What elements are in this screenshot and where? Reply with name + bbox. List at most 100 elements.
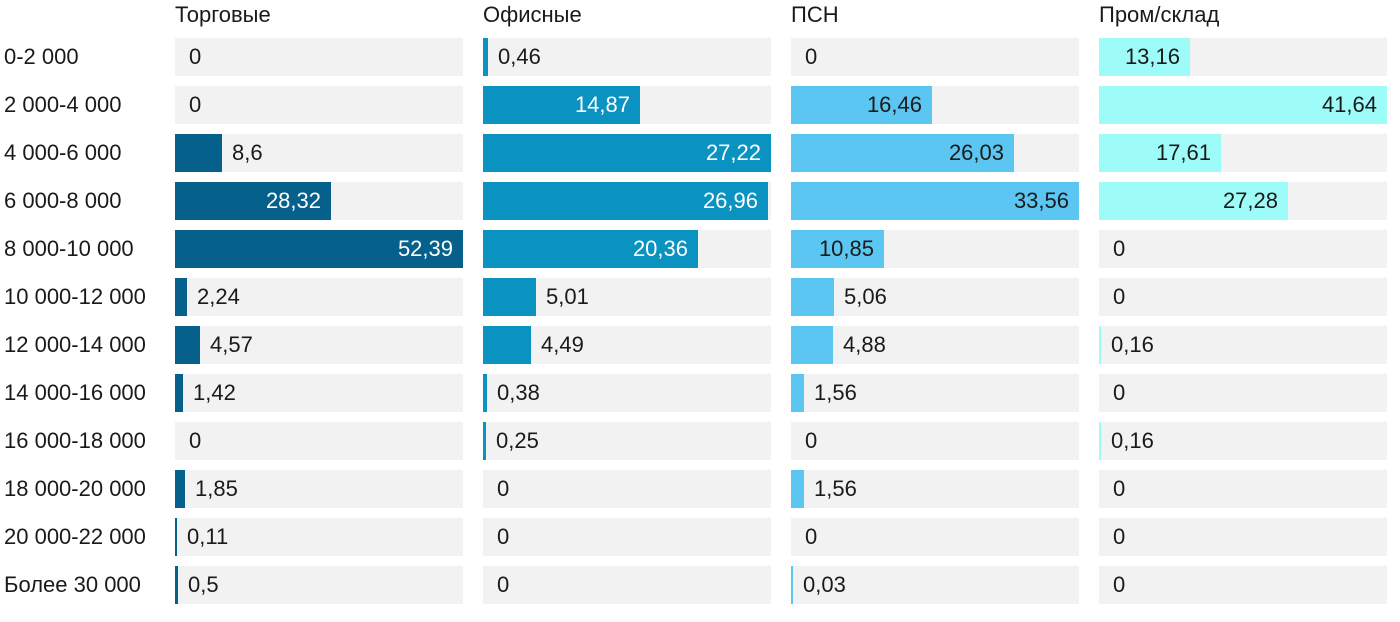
bar <box>791 182 1079 220</box>
bar-track: 26,03 <box>791 134 1079 172</box>
bar-track: 0 <box>175 86 463 124</box>
bar-value-label: 0,46 <box>498 44 541 69</box>
bar-value-label: 0 <box>805 44 818 69</box>
bar <box>483 278 536 316</box>
bar-track: 13,16 <box>1099 38 1387 76</box>
bar-value-label: 0,16 <box>1111 332 1154 357</box>
row-label: 0-2 000 <box>4 44 79 69</box>
bar-track: 0 <box>1099 278 1387 316</box>
row-label: Более 30 000 <box>4 572 141 597</box>
bar-track: 0,25 <box>483 422 771 460</box>
bar-value-label: 0 <box>497 524 510 549</box>
row-label: 2 000-4 000 <box>4 92 122 117</box>
bar-track: 26,96 <box>483 182 771 220</box>
bar-value-label: 4,49 <box>541 332 584 357</box>
bar <box>1099 86 1387 124</box>
bar <box>483 86 640 124</box>
bar <box>1099 326 1101 364</box>
bar-track: 1,42 <box>175 374 463 412</box>
bar-track: 16,46 <box>791 86 1079 124</box>
bar <box>1099 422 1101 460</box>
bar-value-label: 4,57 <box>210 332 253 357</box>
bar-track: 5,01 <box>483 278 771 316</box>
bar-value-label: 0,16 <box>1111 428 1154 453</box>
bar-value-label: 17,61 <box>1155 140 1211 165</box>
row-label: 18 000-20 000 <box>4 476 146 501</box>
bar-value-label: 26,03 <box>948 140 1004 165</box>
bar-track: 0 <box>483 518 771 556</box>
bar <box>175 566 178 604</box>
column-header-ofisnye: Офисные <box>483 2 582 27</box>
bar <box>175 182 331 220</box>
bar-track: 0 <box>791 38 1079 76</box>
bar-track: 0,38 <box>483 374 771 412</box>
bar-value-label: 0 <box>189 44 202 69</box>
bar-value-label: 52,39 <box>397 236 453 261</box>
bar-track: 41,64 <box>1099 86 1387 124</box>
bar-value-label: 27,28 <box>1222 188 1278 213</box>
bar <box>791 326 833 364</box>
row-label: 20 000-22 000 <box>4 524 146 549</box>
bar <box>483 134 771 172</box>
bar-value-label: 26,96 <box>702 188 758 213</box>
row-label: 10 000-12 000 <box>4 284 146 309</box>
row-label: 14 000-16 000 <box>4 380 146 405</box>
bar-track: 33,56 <box>791 182 1079 220</box>
bar-track: 0 <box>483 470 771 508</box>
bar <box>791 134 1014 172</box>
row-label: 4 000-6 000 <box>4 140 122 165</box>
bar-value-label: 0,11 <box>187 524 229 549</box>
bar <box>483 38 488 76</box>
bar-value-label: 1,56 <box>814 380 857 405</box>
bar <box>175 326 200 364</box>
bar-value-label: 14,87 <box>574 92 630 117</box>
bar <box>483 326 531 364</box>
bar-value-label: 13,16 <box>1124 44 1180 69</box>
bar <box>175 470 185 508</box>
bar <box>791 230 884 268</box>
bar-value-label: 2,24 <box>197 284 240 309</box>
bar-track: 2,24 <box>175 278 463 316</box>
column-header-psn: ПСН <box>791 2 839 27</box>
bar-track: 0 <box>791 422 1079 460</box>
bar-track: 28,32 <box>175 182 463 220</box>
bar <box>791 278 834 316</box>
bar <box>483 182 768 220</box>
bar <box>483 230 698 268</box>
bar-value-label: 0 <box>189 428 202 453</box>
bar <box>483 374 487 412</box>
bar-track: 27,28 <box>1099 182 1387 220</box>
column-header-torgovye: Торговые <box>175 2 271 27</box>
bar-track: 14,87 <box>483 86 771 124</box>
bar-value-label: 1,56 <box>814 476 857 501</box>
corner-spacer <box>4 2 155 28</box>
bar-value-label: 1,42 <box>193 380 236 405</box>
bar-track: 27,22 <box>483 134 771 172</box>
bar-value-label: 27,22 <box>705 140 761 165</box>
bar-value-label: 0 <box>189 92 202 117</box>
bar-track: 8,6 <box>175 134 463 172</box>
bar <box>175 278 187 316</box>
bar-value-label: 0,03 <box>803 572 846 597</box>
bar-track: 0 <box>175 38 463 76</box>
bar <box>791 566 793 604</box>
row-label: 6 000-8 000 <box>4 188 122 213</box>
bar-track: 4,57 <box>175 326 463 364</box>
bar-track: 1,56 <box>791 470 1079 508</box>
bar-track: 0,03 <box>791 566 1079 604</box>
bar <box>175 230 463 268</box>
bar-value-label: 0 <box>1113 476 1126 501</box>
bar-track: 0 <box>791 518 1079 556</box>
bar-track: 0 <box>1099 230 1387 268</box>
bar-value-label: 0 <box>1113 572 1126 597</box>
bar <box>175 518 177 556</box>
bar <box>791 374 804 412</box>
bar <box>175 134 222 172</box>
bar-track: 0,46 <box>483 38 771 76</box>
bar-value-label: 5,01 <box>546 284 589 309</box>
bar-value-label: 0 <box>805 524 818 549</box>
bar-value-label: 0,5 <box>188 572 219 597</box>
bar-track: 0,5 <box>175 566 463 604</box>
bar-track: 52,39 <box>175 230 463 268</box>
